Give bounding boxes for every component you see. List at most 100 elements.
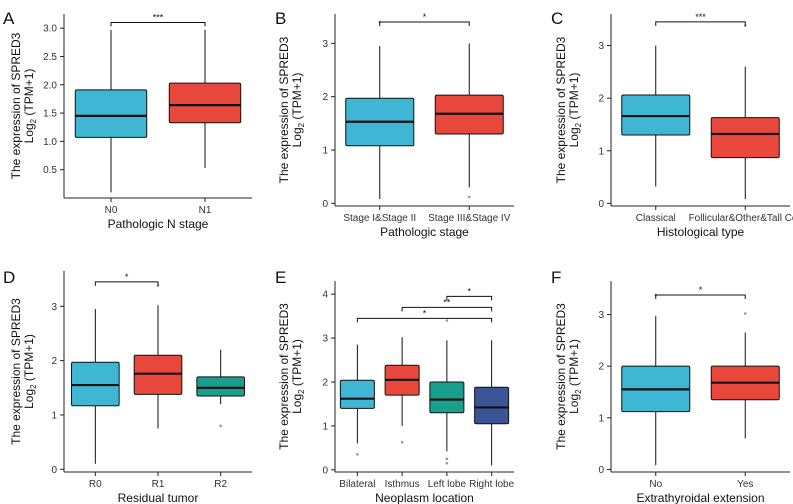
box-0 <box>339 344 375 456</box>
box-iqr <box>339 379 375 409</box>
x-tick-label: Yes <box>737 479 753 490</box>
box-1 <box>384 337 420 444</box>
tpm-label: (TPM+1) <box>567 73 581 123</box>
tpm-label: (TPM+1) <box>290 339 304 389</box>
y-tick-label: 2 <box>598 362 604 373</box>
x-tick-label: Follicular&Other&Tall Cell <box>689 213 793 224</box>
y-tick-label: 1 <box>598 413 604 424</box>
y-axis-title-line1: The expression of SPRED3 <box>9 32 23 179</box>
x-tick-label: Stage III&Stage IV <box>428 213 511 224</box>
bracket-line <box>655 21 746 26</box>
box-0 <box>71 309 120 464</box>
y-tick-label: 1 <box>322 421 328 432</box>
box-1 <box>710 312 780 439</box>
x-tick-label: R1 <box>152 479 165 490</box>
box-iqr <box>196 376 245 397</box>
box-iqr <box>474 386 510 425</box>
x-axis-title: Residual tumor <box>118 491 199 504</box>
box-iqr <box>429 381 465 414</box>
tpm-label: (TPM+1) <box>567 339 581 389</box>
significance-bracket: *** <box>110 12 206 27</box>
y-tick-label: 2.0 <box>43 80 57 91</box>
y-tick-label: 3 <box>51 302 57 313</box>
significance-label: * <box>467 286 471 296</box>
bracket-line <box>94 281 159 286</box>
significance-label: *** <box>153 12 164 22</box>
significance-bracket: * <box>379 12 470 26</box>
y-tick-label: 1 <box>51 410 57 421</box>
significance-label: * <box>125 272 129 282</box>
y-tick-label: 0 <box>598 465 604 476</box>
box-3 <box>474 340 510 466</box>
outlier-point <box>467 195 471 199</box>
bracket-line <box>379 21 470 26</box>
panel-letter: C <box>551 9 563 28</box>
panel-d: D 0 1 2 3 R0 R1 R2 Residual tumor The expression … <box>3 268 252 504</box>
significance-bracket: * <box>655 285 746 299</box>
significance-label: ** <box>443 297 451 307</box>
bracket-line <box>446 295 493 301</box>
bracket-line <box>655 294 746 299</box>
outlier-point <box>445 319 449 322</box>
panel-b: B 0 1 2 3 Stage I&Stage II Stage III&Stage IVP… <box>275 9 514 239</box>
x-axis-title: Pathologic N stage <box>108 217 209 231</box>
box-1 <box>133 284 183 429</box>
y-axis-title-line1: The expression of SPRED3 <box>277 36 291 183</box>
box-1 <box>710 24 780 200</box>
panel-e: E 0 1 2 3 4 Bilateral Isthmus Left lobe Right lob… <box>275 268 515 504</box>
y-axis-title-line1: The expression of SPRED3 <box>277 303 291 450</box>
y-axis-title-line2: Log2 (TPM+1) <box>567 339 583 414</box>
tpm-label: (TPM+1) <box>22 334 36 384</box>
log-label: Log <box>290 127 304 147</box>
log-label: Log <box>567 394 581 414</box>
x-tick-label: N1 <box>199 205 212 216</box>
y-axis-title-line1: The expression of SPRED3 <box>9 298 23 445</box>
log-base-subscript: 2 <box>29 118 38 123</box>
y-axis-title-line1: The expression of SPRED3 <box>554 36 568 183</box>
y-tick-label: 2.5 <box>43 52 57 63</box>
x-tick-label: No <box>649 479 662 490</box>
y-tick-label: 4 <box>322 290 328 301</box>
significance-label: * <box>423 12 427 22</box>
y-tick-label: 3.0 <box>43 24 57 35</box>
box-0 <box>345 20 415 200</box>
y-axis-title-line2: Log2 (TPM+1) <box>22 69 38 144</box>
x-axis-title: Pathologic stage <box>380 225 469 239</box>
box-iqr <box>74 89 148 138</box>
x-tick-label: Isthmus <box>385 479 420 490</box>
log-base-subscript: 2 <box>297 389 306 394</box>
panel-letter: F <box>551 268 561 287</box>
y-tick-label: 2 <box>322 92 328 103</box>
box-2 <box>429 319 465 465</box>
y-axis-title-line2: Log2 (TPM+1) <box>290 339 306 414</box>
x-axis-title: Extrathyroidal extension <box>636 491 764 504</box>
significance-label: * <box>423 308 427 318</box>
significance-label: *** <box>695 12 706 22</box>
log-label: Log <box>290 394 304 414</box>
bracket-line <box>401 306 493 312</box>
y-axis-title: The expression of SPRED3 Log2 (TPM+1) <box>277 36 306 183</box>
y-tick-label: 3 <box>598 41 604 52</box>
outlier-point <box>356 453 359 456</box>
x-axis-title: Histological type <box>657 225 745 239</box>
log-base-subscript: 2 <box>29 384 38 389</box>
panel-letter: E <box>275 268 286 287</box>
tpm-label: (TPM+1) <box>22 69 36 119</box>
y-axis-title: The expression of SPRED3 Log2 (TPM+1) <box>9 298 38 445</box>
significance-bracket: * <box>356 308 493 323</box>
outlier-point <box>445 461 449 465</box>
panel-letter: D <box>3 268 15 287</box>
y-tick-label: 0 <box>51 465 57 476</box>
panel-c: C 0 1 2 3 Classical Follicular&Other&Tall Cell… <box>551 9 793 239</box>
significance-bracket: *** <box>655 12 746 26</box>
box-0 <box>621 293 691 466</box>
y-axis-title-line2: Log2 (TPM+1) <box>567 73 583 148</box>
x-tick-label: N0 <box>105 205 118 216</box>
y-tick-label: 0 <box>322 199 328 210</box>
x-tick-label: Right lobe <box>469 479 514 490</box>
y-axis-title-line2: Log2 (TPM+1) <box>22 334 38 409</box>
x-tick-label: R2 <box>214 479 227 490</box>
tpm-label: (TPM+1) <box>290 73 304 123</box>
